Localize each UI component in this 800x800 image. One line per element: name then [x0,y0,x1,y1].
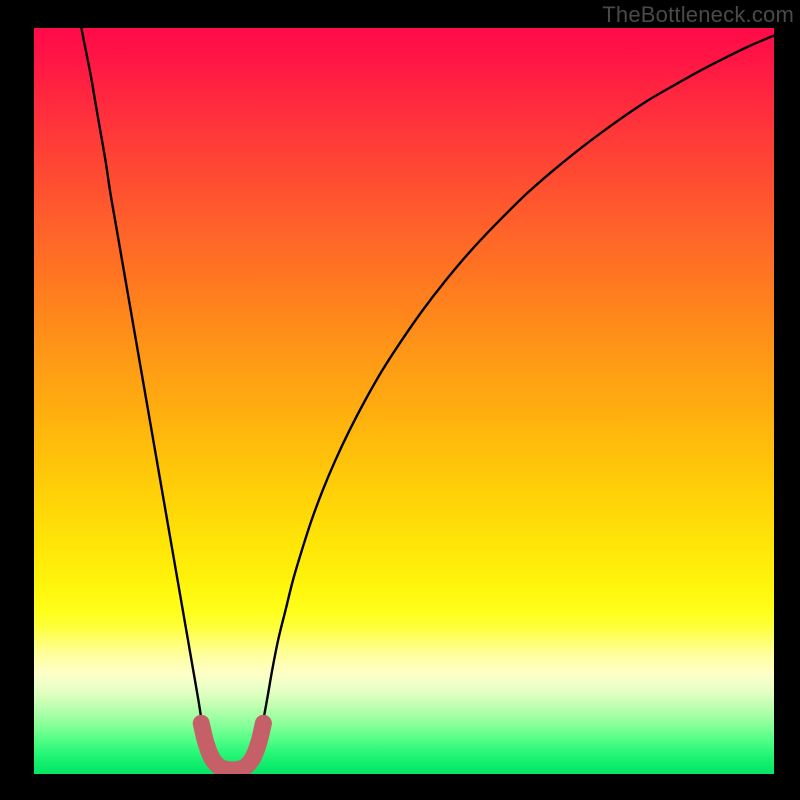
gradient-background [34,28,774,774]
watermark-text: TheBottleneck.com [602,2,794,28]
figure-container: TheBottleneck.com [0,0,800,800]
chart-svg [34,28,774,774]
plot-area [34,28,774,774]
